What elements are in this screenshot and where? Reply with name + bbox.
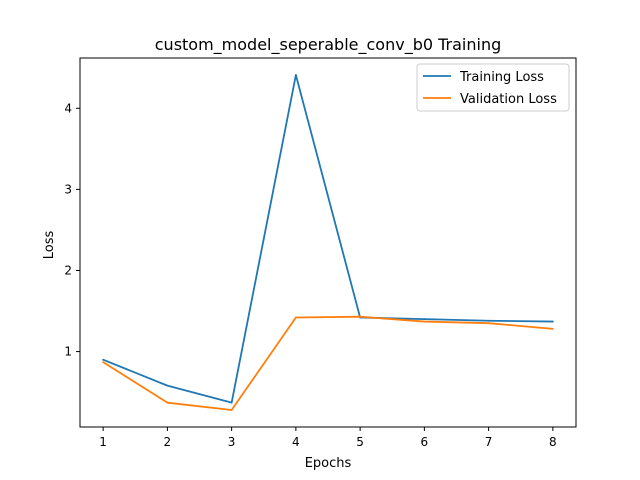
validation-loss-point xyxy=(294,316,297,319)
training-loss-line xyxy=(102,74,553,404)
legend-box xyxy=(416,63,570,112)
validation-loss-point xyxy=(423,320,426,323)
y-tick-label: 3 xyxy=(64,182,72,196)
y-tick-label: 1 xyxy=(64,345,72,359)
x-tick-label: 2 xyxy=(164,435,172,449)
validation-loss-point xyxy=(166,401,169,404)
training-loss-point xyxy=(294,74,297,76)
training-loss-point xyxy=(102,358,105,361)
chart-title: custom_model_seperable_conv_b0 Training xyxy=(155,35,502,55)
plot-frame xyxy=(79,57,577,428)
validation-loss-point xyxy=(359,315,362,318)
training-loss-point xyxy=(423,318,426,321)
x-tick-label: 7 xyxy=(485,435,493,449)
legend-label: Validation Loss xyxy=(460,92,557,107)
validation-loss-point xyxy=(102,361,105,364)
training-loss-point xyxy=(551,320,554,323)
legend-label: Training Loss xyxy=(459,70,544,85)
plot-area xyxy=(79,57,577,428)
validation-loss-point xyxy=(230,409,233,411)
x-tick-label: 8 xyxy=(549,435,557,449)
x-tick-label: 1 xyxy=(99,435,107,449)
x-tick-label: 5 xyxy=(356,435,364,449)
x-axis: 1 2 3 4 5 6 7 8 xyxy=(99,427,557,449)
y-axis-label: Loss xyxy=(42,231,57,260)
x-tick-label: 6 xyxy=(421,435,429,449)
y-axis: 1 2 3 4 xyxy=(64,101,80,359)
x-axis-label: Epochs xyxy=(305,456,352,471)
legend: Training Loss Validation Loss xyxy=(416,63,570,112)
y-tick-label: 2 xyxy=(64,263,72,277)
y-tick-label: 4 xyxy=(64,101,72,115)
x-tick-label: 4 xyxy=(292,435,300,449)
x-tick-label: 3 xyxy=(228,435,236,449)
validation-loss-point xyxy=(487,322,490,325)
training-loss-point xyxy=(230,401,233,404)
training-loss-point xyxy=(166,384,169,387)
training-loss-point xyxy=(487,319,490,322)
series-lines xyxy=(102,74,554,411)
validation-loss-point xyxy=(551,327,554,330)
validation-loss-line xyxy=(102,315,553,411)
